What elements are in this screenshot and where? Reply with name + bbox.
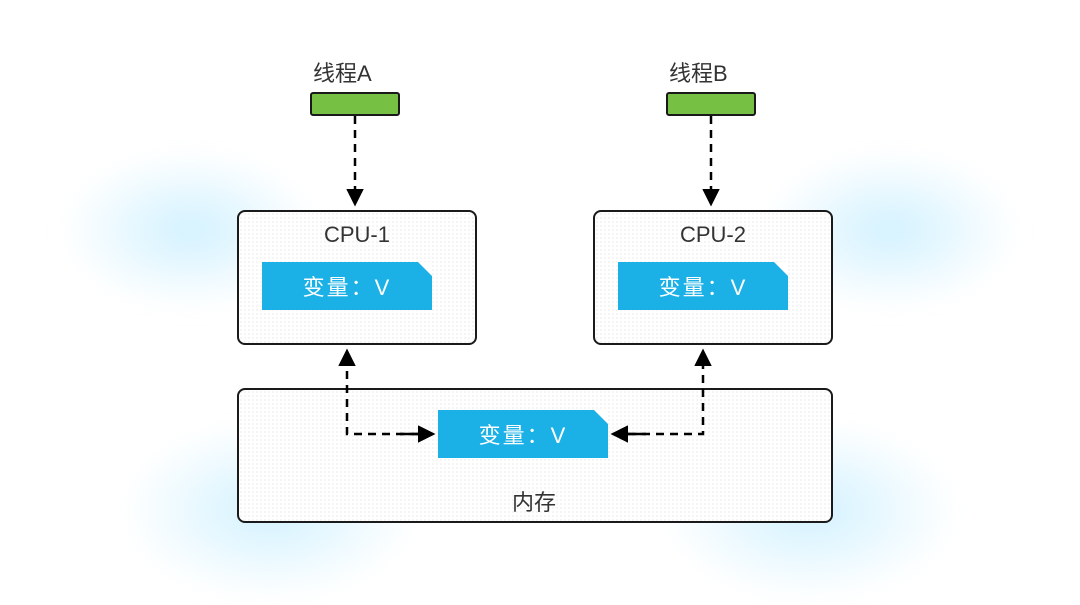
- thread-a-label: 线程A: [313, 56, 372, 88]
- cpu-2-variable: 变量：V: [618, 262, 788, 310]
- cpu-1-variable: 变量：V: [262, 262, 432, 310]
- cpu-1-title: CPU-1: [239, 222, 475, 248]
- cpu-1-variable-label: 变量：V: [303, 270, 392, 302]
- thread-b-label: 线程B: [669, 56, 728, 88]
- cpu-2-variable-label: 变量：V: [659, 270, 748, 302]
- thread-a-box: [310, 92, 400, 116]
- cpu-2-title: CPU-2: [595, 222, 831, 248]
- memory-label: 内存: [512, 485, 556, 517]
- thread-b-box: [666, 92, 756, 116]
- memory-variable: 变量：V: [438, 410, 608, 458]
- memory-variable-label: 变量：V: [479, 418, 568, 450]
